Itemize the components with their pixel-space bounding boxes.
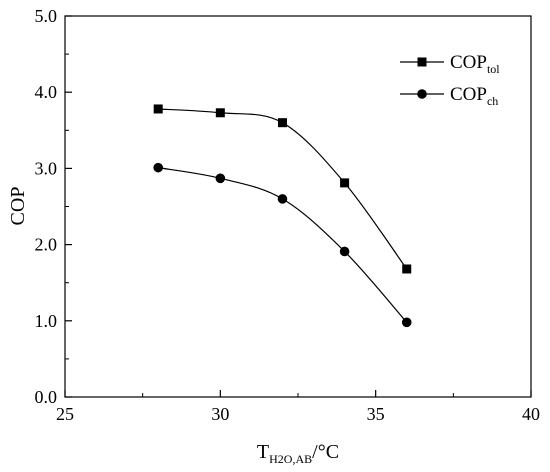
data-point-tol bbox=[153, 104, 163, 114]
data-point-tol bbox=[215, 108, 225, 118]
data-point-ch bbox=[401, 317, 412, 328]
y-tick-label: 0.0 bbox=[35, 387, 58, 407]
legend-label: COPtol bbox=[450, 52, 500, 76]
y-tick-label: 5.0 bbox=[35, 6, 58, 26]
y-tick-label: 2.0 bbox=[35, 235, 58, 255]
data-point-ch bbox=[339, 246, 350, 257]
legend-item-tol: COPtol bbox=[400, 52, 500, 76]
data-point-tol bbox=[402, 264, 412, 274]
series-line-ch bbox=[158, 167, 408, 323]
series-markers bbox=[153, 104, 412, 328]
data-point-ch bbox=[215, 173, 226, 184]
x-axis-title: TH2O,AB/°C bbox=[257, 441, 339, 466]
legend-item-ch: COPch bbox=[400, 84, 498, 108]
plot-frame bbox=[64, 15, 532, 398]
data-point-tol bbox=[340, 178, 350, 188]
series-lines bbox=[158, 108, 408, 323]
data-point-ch bbox=[153, 162, 163, 173]
series-line-tol bbox=[158, 108, 408, 270]
x-tick-label: 30 bbox=[211, 404, 229, 424]
y-tick-label: 1.0 bbox=[35, 311, 58, 331]
y-tick-label: 4.0 bbox=[35, 82, 58, 102]
axis-ticks bbox=[64, 15, 532, 398]
y-axis-title: COP bbox=[7, 187, 29, 226]
legend-marker bbox=[417, 89, 427, 99]
axis-tick-labels: 25 30 35 40 0.0 1.0 2.0 3.0 4.0 5.0 bbox=[35, 6, 541, 424]
legend-marker bbox=[417, 57, 427, 67]
data-point-tol bbox=[277, 118, 287, 128]
x-tick-label: 40 bbox=[522, 404, 540, 424]
y-tick-label: 3.0 bbox=[35, 158, 58, 178]
x-tick-label: 35 bbox=[367, 404, 385, 424]
x-tick-label: 25 bbox=[56, 404, 74, 424]
legend-label: COPch bbox=[450, 84, 498, 108]
data-point-ch bbox=[277, 194, 288, 204]
legend: COPtol COPch bbox=[400, 52, 500, 108]
